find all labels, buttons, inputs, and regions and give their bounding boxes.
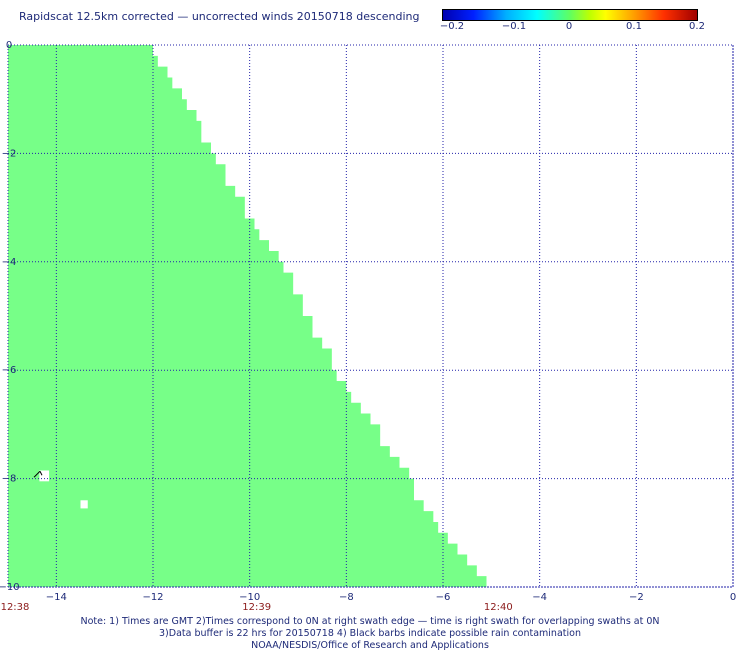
footnote-line: 3)Data buffer is 22 hrs for 20150718 4) … bbox=[159, 628, 581, 639]
latitude-label: −4 bbox=[2, 257, 17, 268]
wind-barb bbox=[33, 470, 43, 478]
longitude-label: 0 bbox=[730, 592, 736, 603]
colorbar bbox=[442, 9, 698, 21]
map-title: Rapidscat 12.5km corrected — uncorrected… bbox=[19, 10, 420, 23]
colorbar-tick: 0.2 bbox=[689, 21, 705, 32]
colorbar-tick: −0.2 bbox=[439, 21, 465, 32]
time-label: 12:39 bbox=[242, 602, 271, 613]
longitude-label: −10 bbox=[239, 592, 260, 603]
colorbar-tick: −0.1 bbox=[501, 21, 527, 32]
graticule bbox=[7, 44, 734, 588]
longitude-label: −4 bbox=[532, 592, 547, 603]
latitude-label: −6 bbox=[2, 365, 17, 376]
latitude-label: 0 bbox=[6, 40, 12, 51]
time-label: 12:40 bbox=[484, 602, 513, 613]
wind-map: 0 −2 −4 −6 −8 −10 −14 −12 −10 −8 −6 −4 −2 0 12:38 12:39… bbox=[0, 40, 736, 613]
latitude-label: −2 bbox=[2, 148, 17, 159]
footnotes: Note: 1) Times are GMT 2)Times correspon… bbox=[0, 616, 740, 652]
colorbar-tick: 0.1 bbox=[626, 21, 642, 32]
longitude-label: −14 bbox=[46, 592, 67, 603]
colorbar-tick: 0 bbox=[565, 21, 573, 32]
latitude-label: −10 bbox=[0, 582, 20, 593]
footnote-line: Note: 1) Times are GMT 2)Times correspon… bbox=[80, 616, 660, 627]
longitude-label: −2 bbox=[629, 592, 644, 603]
time-label: 12:38 bbox=[1, 602, 30, 613]
longitude-label: −6 bbox=[436, 592, 451, 603]
missing-data-cell bbox=[39, 470, 50, 482]
latitude-label: −8 bbox=[2, 474, 17, 485]
axis-labels: 0 −2 −4 −6 −8 −10 −14 −12 −10 −8 −6 −4 −2 0 12:38 12:39… bbox=[0, 40, 736, 613]
missing-data-cell bbox=[80, 500, 88, 509]
footnote-line: NOAA/NESDIS/Office of Research and Appli… bbox=[251, 640, 489, 651]
longitude-label: −8 bbox=[339, 592, 354, 603]
longitude-label: −12 bbox=[142, 592, 163, 603]
